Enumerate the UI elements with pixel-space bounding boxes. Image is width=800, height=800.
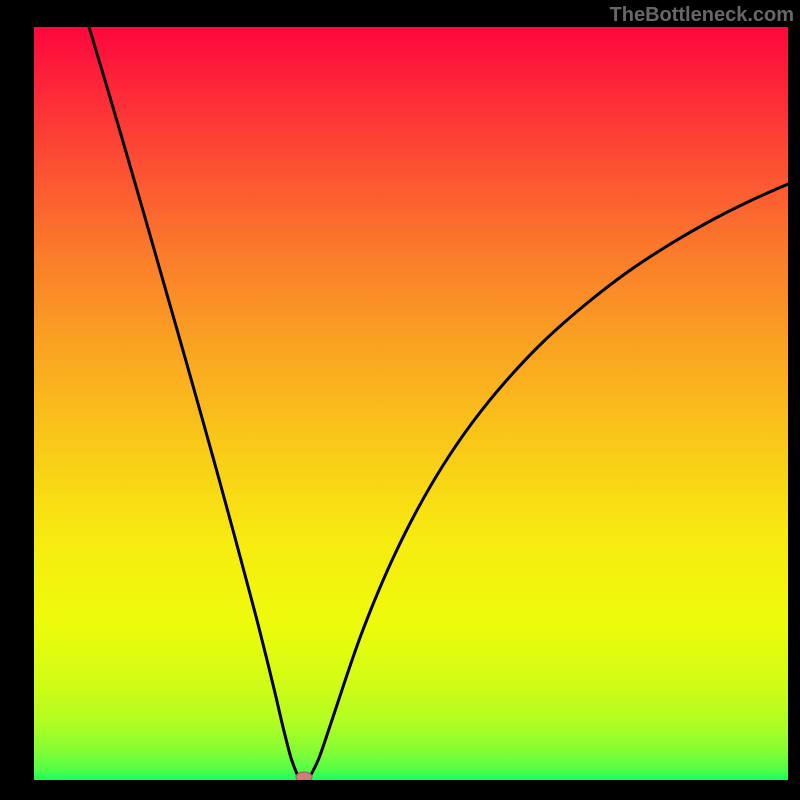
plot-background [34,27,788,780]
watermark-text: TheBottleneck.com [610,4,794,27]
frame-bottom [0,780,800,800]
frame-left [0,0,34,800]
chart-svg [0,0,800,800]
frame-right [788,0,800,800]
